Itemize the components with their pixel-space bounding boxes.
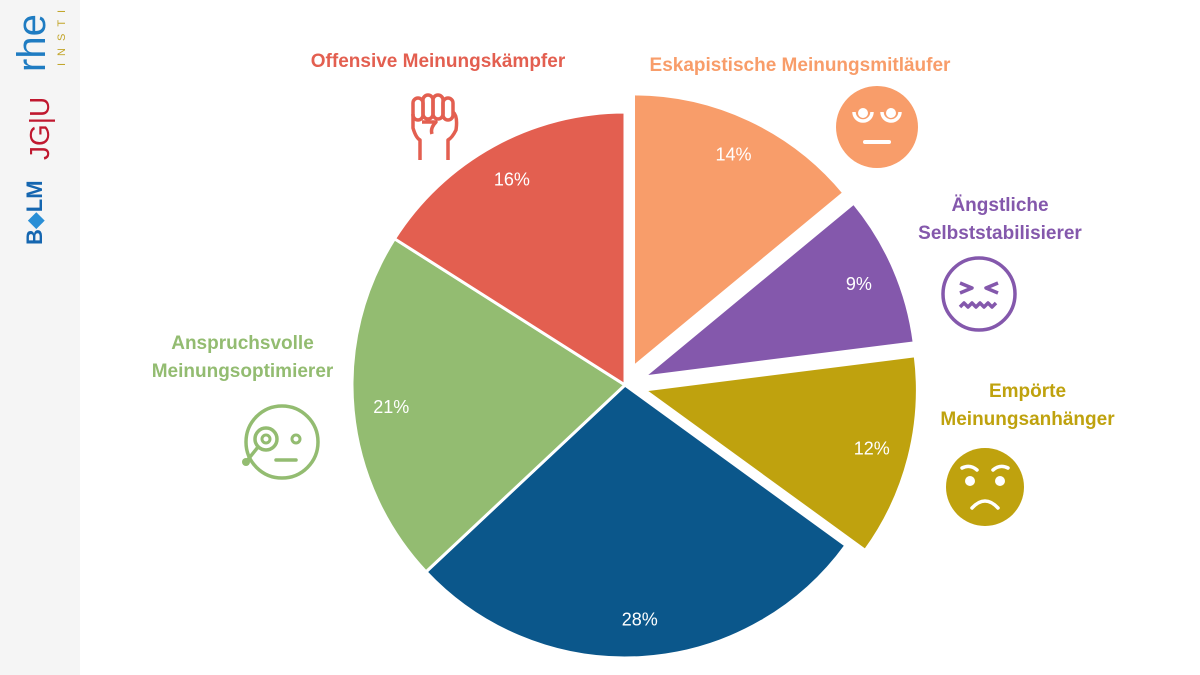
legend-label-anspruchsvolle: Anspruchsvolle Meinungsoptimierer [130,330,355,386]
label-line: Meinungsoptimierer [151,361,334,382]
data-label: 28% [622,609,658,629]
legend-label-empoerte: Empörte Meinungsanhänger [920,378,1135,434]
label-line: Anspruchsvolle [171,333,314,354]
anxious-grimace-face-icon [941,256,1017,332]
data-label: 14% [715,144,751,164]
frowning-face-icon [946,448,1024,526]
raised-fist-icon [411,93,459,160]
pie-slice [640,354,919,553]
label-line: Ängstliche [951,195,1049,216]
legend-label-eskapistische: Eskapistische Meinungsmitläufer [630,52,970,80]
label-line: Empörte [988,381,1067,402]
label-line: Eskapistische Meinungsmitläufer [649,55,951,76]
legend-label-offensive: Offensive Meinungskämpfer [288,48,588,76]
label-line: Selbststabilisierer [918,223,1082,244]
data-label: 21% [373,397,409,417]
eye-roll-face-icon [836,86,918,168]
label-line: Meinungsanhänger [940,409,1115,430]
pie-slice [423,383,848,660]
legend-label-aengstliche: Ängstliche Selbststabilisierer [900,192,1100,248]
logo-sidebar: rhe INSTI JG|U B◆LM [0,0,80,675]
pie-slice [638,200,916,380]
pie-slice [350,236,628,575]
data-label: 9% [846,274,872,294]
data-label: 16% [494,169,530,189]
pie-slice [392,110,627,388]
data-label: 12% [854,438,890,458]
pie-slice [632,92,846,371]
label-line: Offensive Meinungskämpfer [310,51,566,72]
monocle-face-icon [242,404,320,480]
